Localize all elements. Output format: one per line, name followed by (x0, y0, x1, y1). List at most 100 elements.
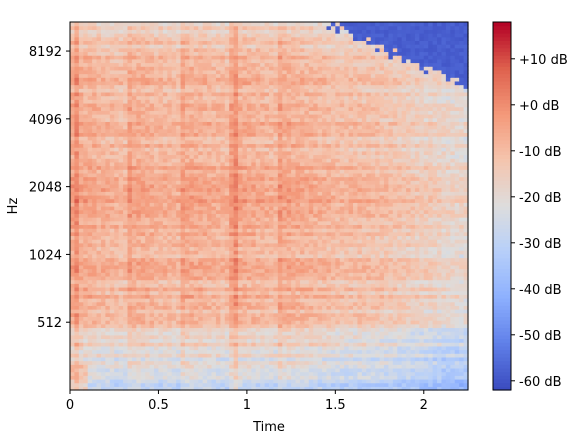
spectrogram-cell (251, 279, 257, 284)
spectrogram-cell (299, 371, 305, 376)
spectrogram-cell (375, 371, 381, 376)
spectrogram-cell (428, 246, 434, 251)
spectrogram-cell (375, 316, 381, 321)
spectrogram-cell (202, 386, 208, 391)
spectrogram-cell (233, 202, 239, 207)
spectrogram-cell (383, 371, 389, 376)
spectrogram-cell (348, 375, 354, 380)
spectrogram-cell (392, 231, 398, 237)
spectrogram-cell (273, 206, 279, 211)
spectrogram-cell (304, 191, 310, 196)
spectrogram-cell (401, 338, 407, 343)
spectrogram-cell (149, 268, 155, 273)
spectrogram-cell (255, 331, 261, 336)
spectrogram-cell (114, 298, 120, 303)
spectrogram-cell (264, 301, 270, 306)
spectrogram-cell (277, 360, 283, 365)
spectrogram-cell (193, 191, 199, 196)
spectrogram-cell (463, 250, 469, 255)
spectrogram-cell (149, 334, 155, 340)
spectrogram-cell (423, 224, 429, 229)
spectrogram-cell (180, 246, 186, 251)
spectrogram-cell (193, 334, 199, 340)
spectrogram-cell (251, 253, 257, 259)
spectrogram-cell (366, 239, 372, 244)
spectrogram-cell (459, 286, 465, 292)
spectrogram-cell (251, 213, 257, 218)
spectrogram-cell (260, 360, 266, 365)
spectrogram-cell (220, 298, 226, 303)
spectrogram-cell (450, 261, 456, 266)
spectrogram-cell (87, 334, 93, 340)
spectrogram-cell (317, 356, 323, 362)
spectrogram-cell (242, 356, 248, 362)
spectrogram-cell (184, 290, 190, 295)
spectrogram-cell (330, 217, 336, 222)
spectrogram-cell (282, 327, 288, 332)
spectrogram-cell (145, 334, 151, 340)
spectrogram-cell (397, 290, 403, 295)
spectrogram-cell (361, 301, 367, 306)
spectrogram-cell (211, 316, 217, 321)
spectrogram-cell (410, 253, 416, 259)
spectrogram-cell (83, 279, 89, 284)
spectrogram-cell (313, 220, 319, 225)
spectrogram-cell (348, 331, 354, 336)
spectrogram-cell (304, 235, 310, 240)
spectrogram-cell (207, 367, 213, 373)
spectrogram-cell (375, 246, 381, 251)
spectrogram-cell (428, 316, 434, 321)
spectrogram-cell (388, 360, 394, 365)
spectrogram-cell (202, 334, 208, 340)
spectrogram-cell (83, 206, 89, 211)
spectrogram-cell (233, 334, 239, 340)
spectrogram-cell (459, 279, 465, 284)
spectrogram-cell (131, 268, 137, 273)
spectrogram-cell (171, 353, 177, 358)
spectrogram-cell (229, 290, 235, 295)
spectrogram-cell (273, 198, 279, 203)
spectrogram-cell (215, 220, 221, 225)
spectrogram-cell (379, 198, 385, 203)
spectrogram-cell (189, 305, 195, 310)
spectrogram-cell (162, 290, 168, 295)
spectrogram-cell (189, 316, 195, 321)
spectrogram-cell (379, 382, 385, 387)
spectrogram-cell (202, 261, 208, 266)
spectrogram-cell (158, 220, 164, 225)
spectrogram-cell (109, 342, 115, 347)
spectrogram-cell (463, 298, 469, 303)
spectrogram-cell (392, 286, 398, 292)
spectrogram-cell (414, 231, 420, 237)
spectrogram-cell (419, 331, 425, 336)
spectrogram-cell (388, 305, 394, 310)
spectrogram-cell (273, 194, 279, 200)
spectrogram-cell (388, 231, 394, 237)
spectrogram-cell (366, 279, 372, 284)
spectrogram-cell (184, 217, 190, 222)
spectrogram-cell (189, 331, 195, 336)
spectrogram-cell (437, 257, 443, 262)
spectrogram-cell (286, 364, 292, 369)
spectrogram-cell (123, 191, 129, 196)
spectrogram-cell (233, 283, 239, 288)
spectrogram-cell (459, 349, 465, 354)
spectrogram-cell (286, 275, 292, 281)
spectrogram-cell (366, 338, 372, 343)
spectrogram-cell (295, 209, 301, 214)
spectrogram-cell (291, 309, 297, 314)
spectrogram-cell (366, 305, 372, 310)
spectrogram-cell (114, 275, 120, 281)
spectrogram-cell (383, 187, 389, 192)
spectrogram-cell (198, 360, 204, 365)
spectrogram-cell (401, 316, 407, 321)
spectrogram-cell (220, 224, 226, 229)
spectrogram-cell (308, 382, 314, 387)
spectrogram-cell (308, 250, 314, 255)
spectrogram-cell (317, 334, 323, 340)
spectrogram-cell (78, 194, 84, 200)
spectrogram-cell (207, 228, 213, 233)
spectrogram-cell (273, 264, 279, 270)
spectrogram-cell (238, 198, 244, 203)
